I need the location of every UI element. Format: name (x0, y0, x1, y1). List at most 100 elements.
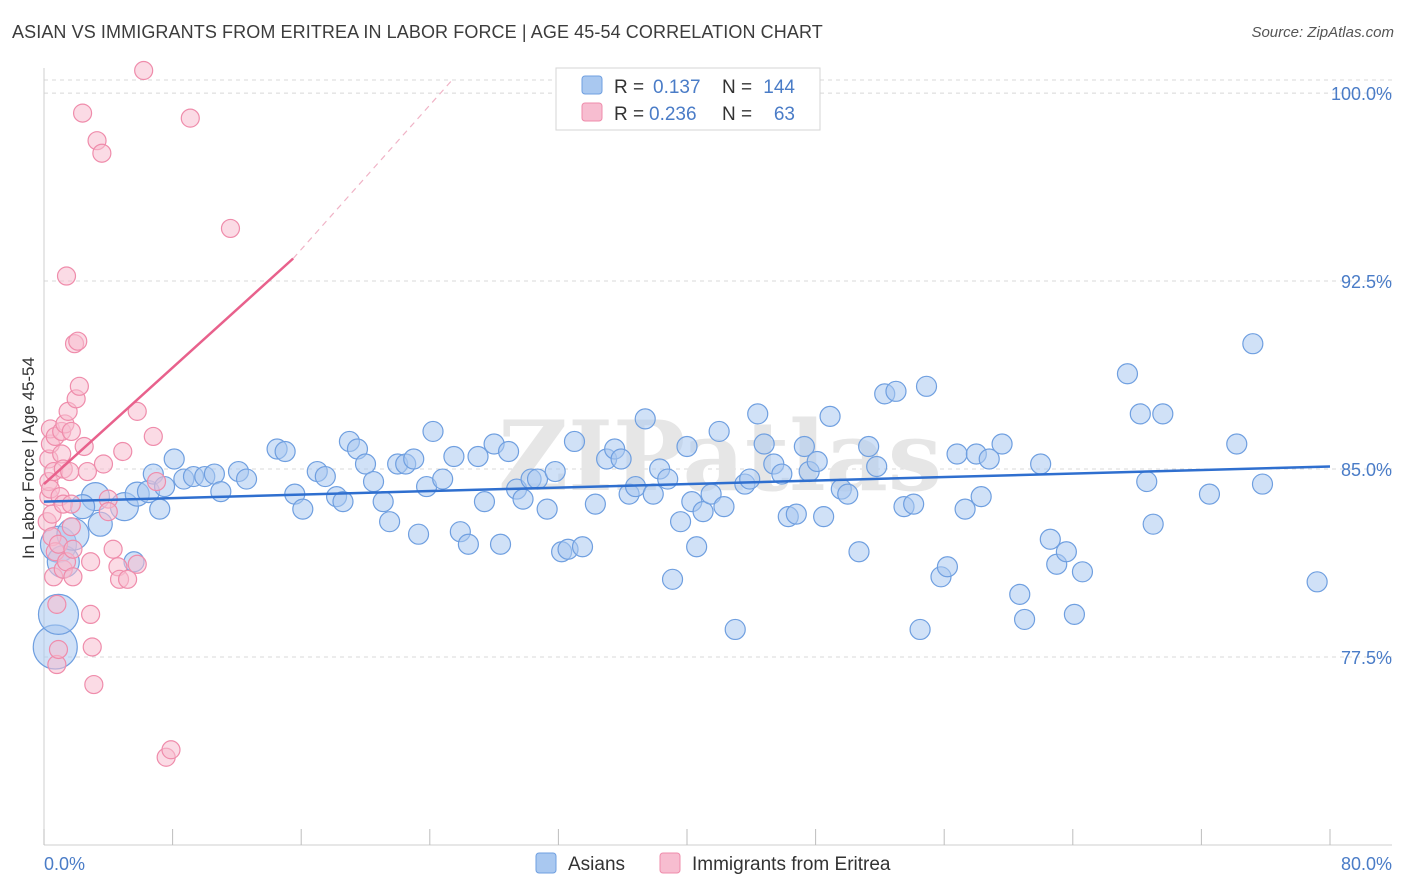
point-eritrea (72, 103, 93, 123)
point-eritrea (81, 604, 101, 625)
point-asians (676, 435, 698, 458)
point-asians (657, 468, 679, 490)
trend-line-asians (43, 465, 1331, 503)
point-asians (1055, 541, 1077, 563)
point-asians (473, 491, 496, 513)
point-asians (866, 455, 888, 478)
point-asians (526, 468, 549, 490)
point-eritrea (84, 674, 104, 695)
bottom-legend-swatch-eritrea (659, 852, 681, 874)
point-asians (753, 433, 775, 455)
point-asians (457, 533, 479, 555)
point-asians (292, 498, 314, 520)
chart-title: ASIAN VS IMMIGRANTS FROM ERITREA IN LABO… (12, 22, 823, 42)
point-asians (1039, 528, 1061, 550)
point-asians (362, 470, 385, 493)
point-eritrea (63, 539, 83, 559)
point-asians (379, 511, 401, 533)
legend-r-value-2: 0.236 (649, 104, 697, 125)
legend-swatch-asians (581, 75, 603, 95)
point-eritrea (98, 502, 118, 522)
y-tick-label: 77.5% (1341, 648, 1392, 668)
point-asians (686, 536, 708, 558)
point-asians (354, 453, 377, 475)
trend-line-eritrea (43, 257, 295, 485)
y-tick-label: 85.0% (1341, 460, 1392, 480)
point-asians (806, 450, 828, 473)
point-eritrea (48, 639, 69, 660)
point-eritrea (61, 421, 81, 442)
trend-lines (43, 77, 1331, 503)
source-label: Source: ZipAtlas.com (1251, 24, 1394, 41)
point-eritrea (61, 494, 81, 514)
point-asians (149, 498, 171, 520)
point-eritrea (220, 218, 241, 239)
point-asians (497, 440, 520, 463)
point-eritrea (127, 401, 147, 421)
point-eritrea (56, 266, 77, 286)
point-asians (489, 533, 512, 555)
point-asians (885, 380, 907, 402)
point-asians (909, 618, 931, 641)
y-tick-labels: 77.5% 85.0% 92.5% 100.0% (1331, 84, 1392, 668)
legend-swatch-eritrea (581, 102, 603, 122)
legend-r-label-2: R = (614, 104, 644, 125)
point-asians (443, 445, 465, 468)
point-eritrea (143, 426, 163, 447)
point-eritrea (61, 517, 81, 537)
point-asians (584, 493, 606, 515)
point-asians (946, 443, 968, 465)
point-eritrea (69, 376, 89, 396)
series-eritrea-points (37, 60, 241, 767)
point-asians (571, 536, 594, 558)
point-asians (903, 493, 925, 515)
point-asians (1251, 473, 1274, 495)
point-eritrea (134, 60, 154, 81)
point-asians (372, 491, 394, 513)
y-tick-label: 92.5% (1341, 272, 1392, 292)
legend-r-label-1: R = (614, 77, 644, 98)
point-eritrea (77, 461, 98, 482)
legend-n-value-2: 63 (774, 104, 795, 125)
point-asians (954, 498, 976, 520)
point-asians (978, 448, 1000, 470)
point-eritrea (81, 552, 101, 572)
point-asians (544, 460, 566, 483)
point-asians (467, 445, 489, 468)
point-asians (785, 503, 807, 525)
legend-n-label-1: N = (722, 77, 752, 98)
y-tick-label: 100.0% (1331, 84, 1392, 104)
point-asians (642, 483, 664, 505)
point-eritrea (82, 637, 102, 657)
point-asians (1009, 583, 1031, 605)
point-eritrea (93, 454, 114, 474)
point-eritrea (68, 331, 88, 351)
bottom-legend-label-eritrea: Immigrants from Eritrea (692, 854, 891, 875)
x-tick-label-max: 80.0% (1341, 854, 1392, 874)
bottom-legend-label-asians: Asians (568, 854, 625, 875)
point-asians (692, 501, 714, 523)
legend-n-value-1: 144 (763, 77, 795, 98)
point-asians (332, 491, 354, 513)
point-eritrea (92, 143, 112, 163)
point-asians (936, 556, 959, 578)
point-asians (1136, 470, 1158, 493)
point-asians (915, 375, 938, 397)
point-asians (970, 486, 992, 508)
point-asians (848, 541, 870, 563)
point-asians (813, 506, 835, 528)
point-asians (819, 405, 841, 427)
bottom-legend: Asians Immigrants from Eritrea (535, 852, 891, 875)
point-asians (210, 480, 232, 503)
point-asians (713, 496, 735, 518)
point-asians (1242, 333, 1264, 355)
point-asians (235, 468, 258, 490)
point-asians (1116, 363, 1139, 385)
point-asians (991, 433, 1013, 455)
point-asians (403, 448, 425, 470)
point-asians (610, 448, 632, 470)
point-eritrea (103, 539, 123, 559)
point-asians (1129, 403, 1151, 425)
point-asians (1198, 483, 1221, 505)
point-eritrea (161, 740, 181, 760)
